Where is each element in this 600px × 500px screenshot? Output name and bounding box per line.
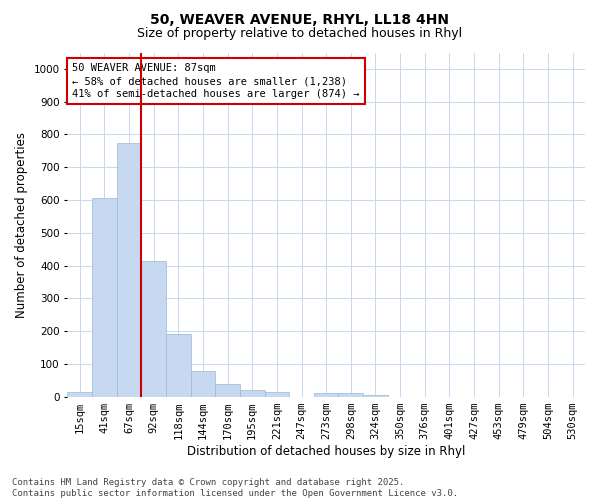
Bar bbox=[191, 371, 215, 396]
X-axis label: Distribution of detached houses by size in Rhyl: Distribution of detached houses by size … bbox=[187, 444, 466, 458]
Bar bbox=[67, 392, 92, 396]
Bar bbox=[314, 392, 338, 396]
Text: 50 WEAVER AVENUE: 87sqm
← 58% of detached houses are smaller (1,238)
41% of semi: 50 WEAVER AVENUE: 87sqm ← 58% of detache… bbox=[73, 63, 360, 99]
Bar bbox=[141, 260, 166, 396]
Text: Size of property relative to detached houses in Rhyl: Size of property relative to detached ho… bbox=[137, 28, 463, 40]
Bar bbox=[116, 142, 141, 396]
Text: Contains HM Land Registry data © Crown copyright and database right 2025.
Contai: Contains HM Land Registry data © Crown c… bbox=[12, 478, 458, 498]
Bar bbox=[363, 395, 388, 396]
Y-axis label: Number of detached properties: Number of detached properties bbox=[15, 132, 28, 318]
Bar bbox=[92, 198, 116, 396]
Text: 50, WEAVER AVENUE, RHYL, LL18 4HN: 50, WEAVER AVENUE, RHYL, LL18 4HN bbox=[151, 12, 449, 26]
Bar bbox=[240, 390, 265, 396]
Bar bbox=[265, 392, 289, 396]
Bar bbox=[338, 394, 363, 396]
Bar bbox=[166, 334, 191, 396]
Bar bbox=[215, 384, 240, 396]
